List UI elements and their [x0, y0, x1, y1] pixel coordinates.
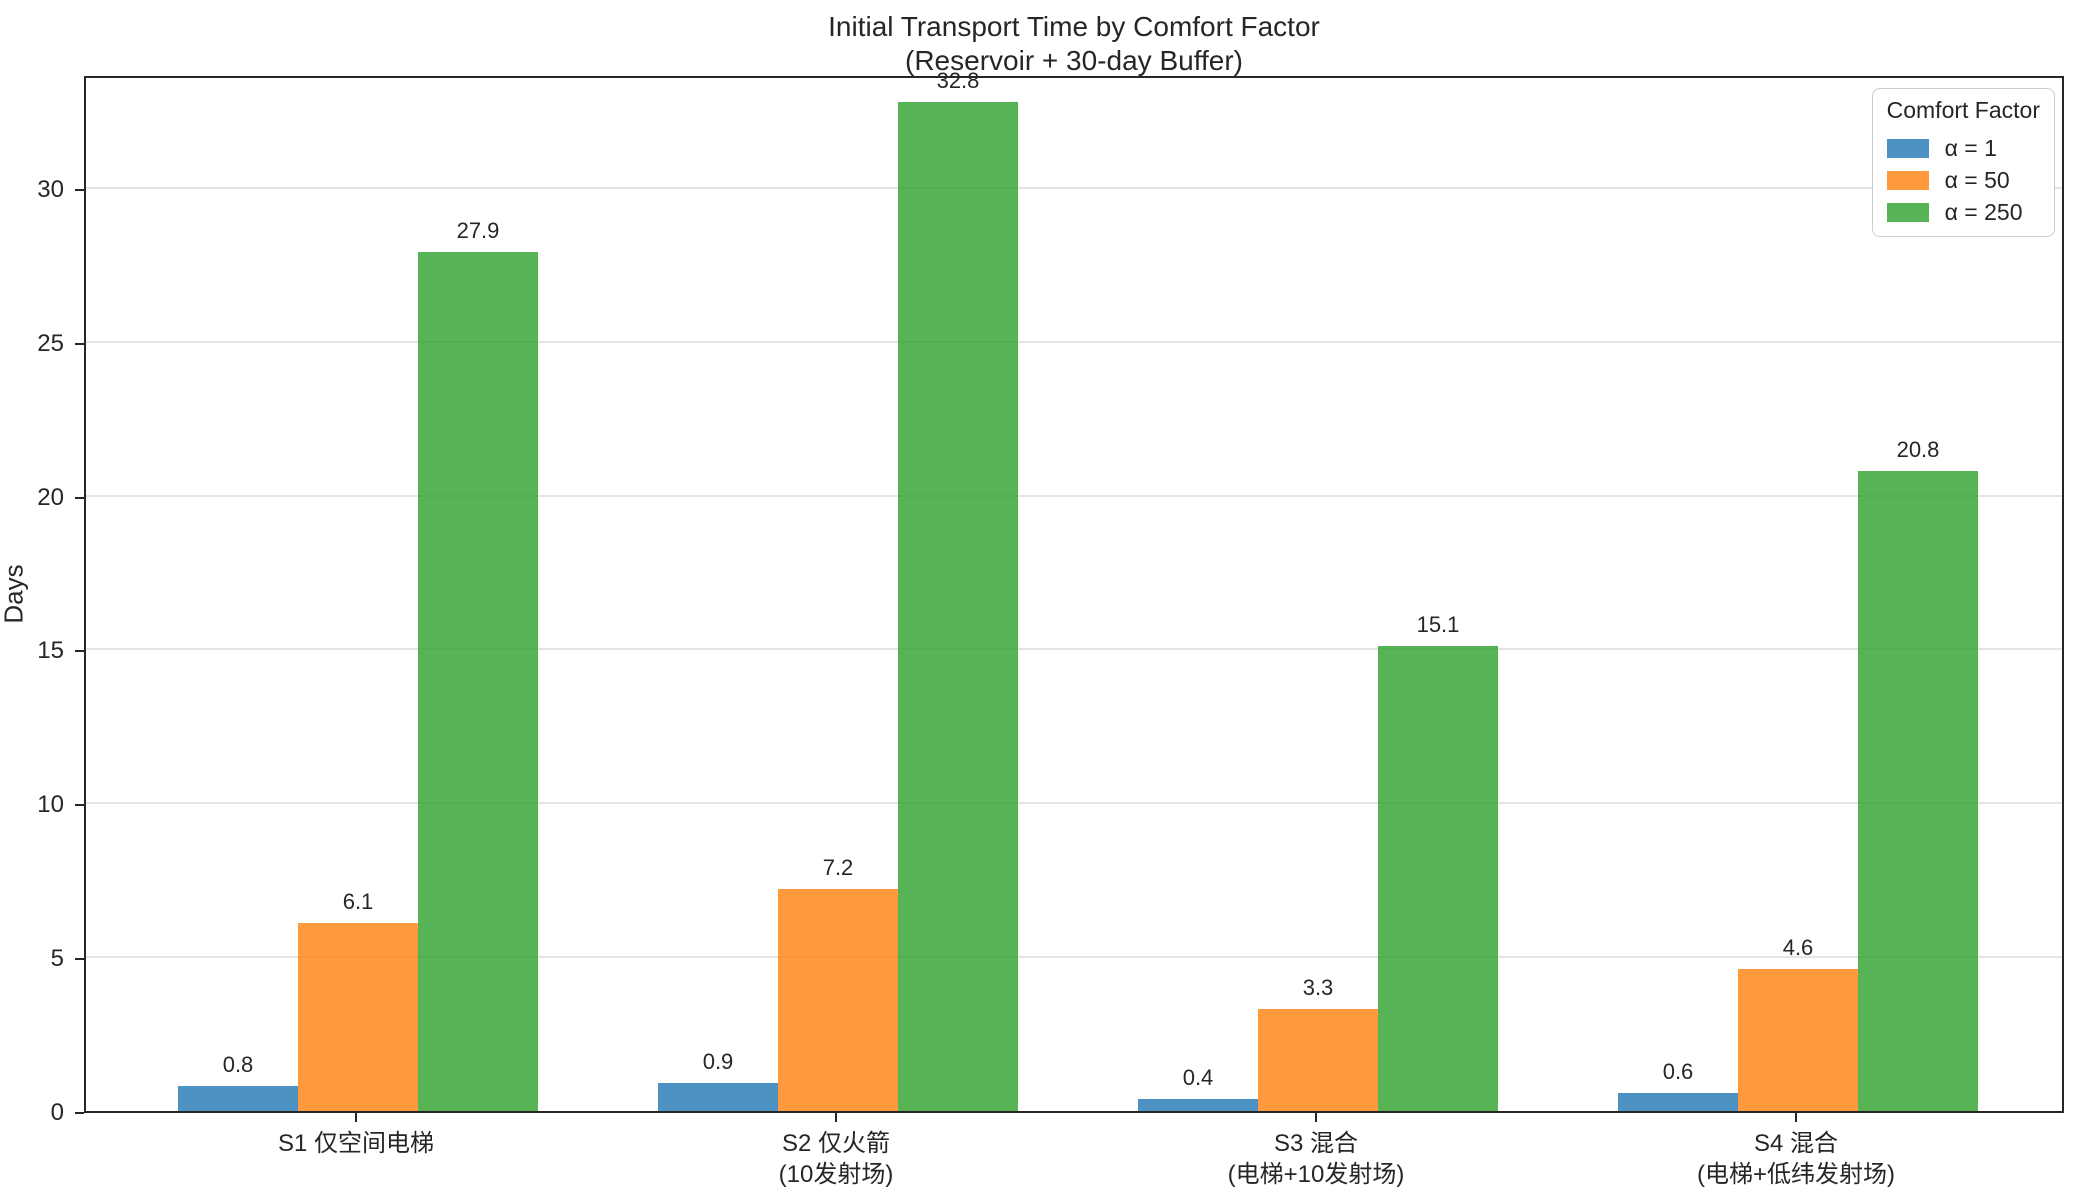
y-tick-label: 0: [50, 1099, 64, 1126]
legend-swatch-icon: [1886, 203, 1929, 222]
bar-value-label: 20.8: [1896, 437, 1940, 462]
gridline: [86, 494, 2062, 497]
y-tick-mark: [75, 496, 84, 499]
y-tick-label: 5: [50, 945, 64, 973]
bar-α=50-group2: [778, 889, 898, 1111]
gridline: [86, 186, 2062, 189]
legend-item-label: α = 1: [1944, 135, 1997, 161]
bar-value-label: 7.2: [822, 855, 854, 880]
bar-α=50-group3: [1258, 1009, 1378, 1111]
bar-value-label: 15.1: [1416, 612, 1460, 637]
bar-value-label: 32.8: [936, 68, 980, 93]
legend-item: α = 1: [1886, 135, 2040, 162]
bar-value-label: 0.4: [1182, 1065, 1214, 1090]
x-tick-mark: [1315, 1113, 1317, 1122]
y-tick-mark: [75, 650, 84, 653]
legend: Comfort Factor α = 1 α = 50 α = 250: [1871, 88, 2055, 237]
bar-α=1-group4: [1618, 1093, 1738, 1111]
chart-title: Initial Transport Time by Comfort Factor…: [84, 10, 2064, 78]
gridline: [86, 802, 2062, 805]
bar-value-label: 0.8: [222, 1052, 254, 1077]
bar-α=1-group2: [658, 1083, 778, 1111]
bar-value-label: 6.1: [342, 889, 374, 914]
gridline: [86, 340, 2062, 343]
chart-title-line1: Initial Transport Time by Comfort Factor: [828, 11, 1320, 42]
legend-item-label: α = 50: [1944, 167, 2010, 193]
y-tick-label: 10: [37, 791, 64, 819]
bar-value-label: 4.6: [1782, 935, 1814, 960]
bar-α=250-group1: [418, 252, 538, 1111]
chart-title-line2: (Reservoir + 30-day Buffer): [905, 45, 1243, 76]
gridline: [86, 956, 2062, 959]
x-tick-mark: [1795, 1113, 1797, 1122]
bar-α=250-group4: [1858, 471, 1978, 1111]
y-tick-mark: [75, 804, 84, 807]
bar-value-label: 27.9: [456, 218, 500, 243]
legend-items: α = 1 α = 50 α = 250: [1886, 130, 2040, 226]
legend-swatch-icon: [1886, 139, 1929, 158]
y-axis-label: Days: [0, 564, 29, 624]
bar-value-label: 0.6: [1662, 1059, 1694, 1084]
y-tick-mark: [75, 1112, 84, 1114]
y-tick-mark: [75, 188, 84, 191]
plot-area: 0.8 0.9 0.4 0.6 6.1 7.2 3.3 4.6 27.9 32.8 15.1 20.8…: [84, 68, 2064, 1113]
legend-title: Comfort Factor: [1886, 97, 2040, 123]
legend-item: α = 50: [1886, 167, 2040, 194]
y-tick-label: 30: [37, 175, 64, 203]
bar-value-label: 0.9: [702, 1049, 734, 1074]
bar-value-label: 3.3: [1302, 975, 1334, 1000]
x-tick-mark: [835, 1113, 837, 1122]
y-tick-mark: [75, 342, 84, 345]
y-tick-mark: [75, 958, 84, 961]
y-tick-label: 20: [37, 483, 64, 511]
bar-α=250-group2: [898, 102, 1018, 1111]
bar-α=1-group3: [1138, 1099, 1258, 1111]
bar-α=50-group1: [298, 923, 418, 1111]
gridline: [86, 648, 2062, 651]
legend-item-label: α = 250: [1944, 199, 2023, 225]
y-tick-label: 25: [37, 329, 64, 357]
bar-α=250-group3: [1378, 646, 1498, 1111]
x-tick-label-group1: S1 仅空间电梯: [277, 1130, 435, 1157]
legend-swatch-icon: [1886, 171, 1929, 190]
x-tick-mark: [355, 1113, 357, 1122]
bar-α=50-group4: [1738, 969, 1858, 1111]
y-tick-label: 15: [37, 637, 64, 665]
legend-item: α = 250: [1886, 199, 2040, 226]
bar-α=1-group1: [178, 1086, 298, 1111]
